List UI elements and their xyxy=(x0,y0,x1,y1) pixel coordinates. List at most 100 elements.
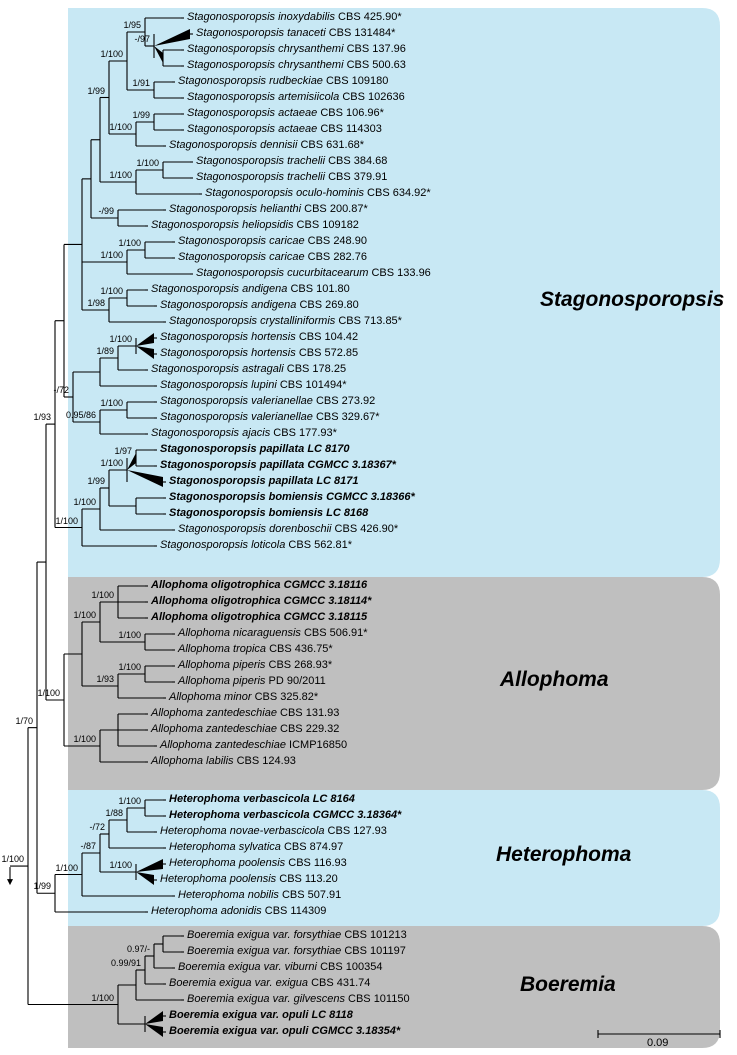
clade-title: Boeremia xyxy=(520,973,616,997)
tip-label: Boeremia exigua var. viburni CBS 100354 xyxy=(178,961,382,973)
tip-label: Heterophoma novae-verbascicola CBS 127.9… xyxy=(160,825,387,837)
tip-label: Stagonosporopsis papillata LC 8170 xyxy=(160,443,350,455)
scale-label: 0.09 xyxy=(647,1037,668,1049)
branch-support: 1/100 xyxy=(37,688,60,698)
tip-label: Allophoma oligotrophica CGMCC 3.18114* xyxy=(151,595,371,607)
branch-support: 1/100 xyxy=(100,286,123,296)
branch-support: 1/100 xyxy=(91,590,114,600)
branch-support: -/97 xyxy=(134,34,150,44)
tip-label: Stagonosporopsis valerianellae CBS 273.9… xyxy=(160,395,375,407)
tip-label: Stagonosporopsis actaeae CBS 114303 xyxy=(187,123,382,135)
clade-title: Stagonosporopsis xyxy=(540,288,724,312)
branch-support: 1/100 xyxy=(55,516,78,526)
branch-support: 1/89 xyxy=(96,346,114,356)
tip-label: Stagonosporopsis bomiensis CGMCC 3.18366… xyxy=(169,491,415,503)
tip-label: Stagonosporopsis inoxydabilis CBS 425.90… xyxy=(187,11,402,23)
tip-label: Allophoma labilis CBS 124.93 xyxy=(151,755,296,767)
clade-title: Heterophoma xyxy=(496,843,631,867)
branch-support: 1/97 xyxy=(114,446,132,456)
tip-label: Stagonosporopsis hortensis CBS 572.85 xyxy=(160,347,358,359)
tip-label: Stagonosporopsis valerianellae CBS 329.6… xyxy=(160,411,380,423)
branch-support: 1/100 xyxy=(118,238,141,248)
branch-support: 1/93 xyxy=(96,674,114,684)
tip-label: Stagonosporopsis helianthi CBS 200.87* xyxy=(169,203,368,215)
tip-label: Allophoma minor CBS 325.82* xyxy=(169,691,318,703)
tip-label: Allophoma zantedeschiae CBS 131.93 xyxy=(151,707,339,719)
clade-title: Allophoma xyxy=(500,668,609,692)
tip-label: Stagonosporopsis hortensis CBS 104.42 xyxy=(160,331,358,343)
branch-support: 1/100 xyxy=(100,49,123,59)
tip-label: Stagonosporopsis lupini CBS 101494* xyxy=(160,379,347,391)
tip-label: Allophoma nicaraguensis CBS 506.91* xyxy=(178,627,368,639)
branch-support: 1/100 xyxy=(118,796,141,806)
branch-support: 1/100 xyxy=(118,662,141,672)
branch-support: 1/100 xyxy=(136,158,159,168)
tip-label: Allophoma tropica CBS 436.75* xyxy=(178,643,333,655)
branch-support: 1/100 xyxy=(73,610,96,620)
tip-label: Stagonosporopsis bomiensis LC 8168 xyxy=(169,507,368,519)
branch-support: 1/93 xyxy=(33,412,51,422)
branch-support: 1/100 xyxy=(100,458,123,468)
branch-support: 1/100 xyxy=(100,250,123,260)
branch-support: 1/100 xyxy=(73,734,96,744)
tip-label: Stagonosporopsis andigena CBS 269.80 xyxy=(160,299,359,311)
tip-label: Heterophoma poolensis CBS 113.20 xyxy=(160,873,338,885)
tip-label: Stagonosporopsis crystalliniformis CBS 7… xyxy=(169,315,402,327)
tip-label: Allophoma piperis CBS 268.93* xyxy=(178,659,332,671)
tip-label: Stagonosporopsis chrysanthemi CBS 137.96 xyxy=(187,43,406,55)
tip-label: Heterophoma adonidis CBS 114309 xyxy=(151,905,326,917)
tip-label: Stagonosporopsis actaeae CBS 106.96* xyxy=(187,107,384,119)
tip-label: Allophoma oligotrophica CGMCC 3.18115 xyxy=(151,611,367,623)
tip-label: Heterophoma poolensis CBS 116.93 xyxy=(169,857,347,869)
tip-label: Stagonosporopsis dorenboschii CBS 426.90… xyxy=(178,523,398,535)
tip-label: Allophoma piperis PD 90/2011 xyxy=(178,675,326,687)
branch-support: 0.99/91 xyxy=(111,958,141,968)
branch-support: 1/99 xyxy=(87,86,105,96)
branch-support: 1/100 xyxy=(1,854,24,864)
tip-label: Stagonosporopsis papillata CGMCC 3.18367… xyxy=(160,459,396,471)
branch-support: -/87 xyxy=(80,841,96,851)
tip-label: Allophoma oligotrophica CGMCC 3.18116 xyxy=(151,579,367,591)
branch-support: 1/100 xyxy=(118,630,141,640)
branch-support: 1/91 xyxy=(132,78,150,88)
tip-label: Allophoma zantedeschiae ICMP16850 xyxy=(160,739,347,751)
tip-label: Stagonosporopsis caricae CBS 248.90 xyxy=(178,235,367,247)
branch-support: 1/100 xyxy=(73,497,96,507)
tip-label: Boeremia exigua var. forsythiae CBS 1012… xyxy=(187,929,407,941)
tip-label: Boeremia exigua var. opuli LC 8118 xyxy=(169,1009,353,1021)
branch-support: 1/99 xyxy=(132,110,150,120)
tip-label: Heterophoma verbascicola CGMCC 3.18364* xyxy=(169,809,401,821)
branch-support: 1/100 xyxy=(109,334,132,344)
tip-label: Allophoma zantedeschiae CBS 229.32 xyxy=(151,723,339,735)
tip-label: Heterophoma sylvatica CBS 874.97 xyxy=(169,841,343,853)
tip-label: Stagonosporopsis heliopsidis CBS 109182 xyxy=(151,219,359,231)
tip-label: Stagonosporopsis trachelii CBS 384.68 xyxy=(196,155,387,167)
tip-label: Stagonosporopsis dennisii CBS 631.68* xyxy=(169,139,364,151)
branch-support: 1/98 xyxy=(87,298,105,308)
branch-support: 1/88 xyxy=(105,808,123,818)
tip-label: Stagonosporopsis ajacis CBS 177.93* xyxy=(151,427,337,439)
branch-support: 1/100 xyxy=(100,398,123,408)
tip-label: Stagonosporopsis trachelii CBS 379.91 xyxy=(196,171,387,183)
tip-label: Heterophoma verbascicola LC 8164 xyxy=(169,793,355,805)
branch-support: -/99 xyxy=(98,206,114,216)
tip-label: Stagonosporopsis loticola CBS 562.81* xyxy=(160,539,352,551)
tip-label: Heterophoma nobilis CBS 507.91 xyxy=(178,889,341,901)
branch-support: 1/100 xyxy=(91,993,114,1003)
tip-label: Stagonosporopsis rudbeckiae CBS 109180 xyxy=(178,75,388,87)
branch-support: 1/99 xyxy=(87,476,105,486)
tip-label: Stagonosporopsis andigena CBS 101.80 xyxy=(151,283,350,295)
branch-support: 1/95 xyxy=(123,20,141,30)
tip-label: Boeremia exigua var. opuli CGMCC 3.18354… xyxy=(169,1025,400,1037)
branch-support: 1/100 xyxy=(55,863,78,873)
tip-label: Stagonosporopsis caricae CBS 282.76 xyxy=(178,251,367,263)
tip-label: Stagonosporopsis chrysanthemi CBS 500.63 xyxy=(187,59,406,71)
branch-support: 1/99 xyxy=(33,881,51,891)
branch-support: 0.95/86 xyxy=(66,410,96,420)
tip-label: Stagonosporopsis oculo-hominis CBS 634.9… xyxy=(205,187,431,199)
tip-label: Stagonosporopsis artemisiicola CBS 10263… xyxy=(187,91,405,103)
tip-label: Boeremia exigua var. forsythiae CBS 1011… xyxy=(187,945,406,957)
branch-support: -/72 xyxy=(89,822,105,832)
branch-support: 1/100 xyxy=(109,860,132,870)
tip-label: Boeremia exigua var. gilvescens CBS 1011… xyxy=(187,993,410,1005)
